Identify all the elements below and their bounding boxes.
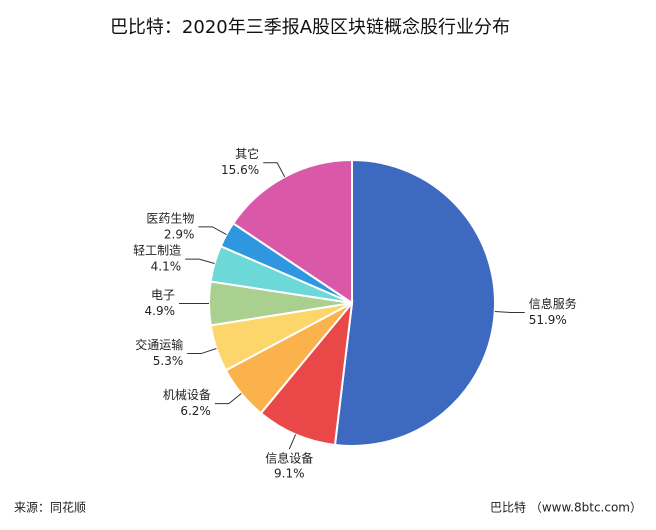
slice-label: 医药生物	[146, 211, 194, 225]
source-note: 来源：同花顺	[14, 500, 86, 515]
value-label: 51.9%	[529, 313, 567, 327]
slice-label: 轻工制造	[133, 244, 181, 258]
value-label: 2.9%	[164, 227, 195, 241]
value-label: 4.1%	[151, 260, 182, 274]
leader-line	[263, 162, 286, 178]
value-label: 6.2%	[180, 404, 211, 418]
leader-line	[185, 258, 215, 265]
pie-slice	[259, 299, 354, 447]
leader-line	[214, 393, 242, 405]
leader-line	[288, 434, 297, 450]
slice-label: 交通运输	[135, 337, 183, 352]
leader-line	[494, 311, 525, 313]
value-label: 4.9%	[145, 304, 176, 318]
chart-title: 巴比特：2020年三季报A股区块链概念股行业分布	[110, 16, 510, 38]
slice-label: 机械设备	[163, 387, 211, 402]
slice-label: 其它	[235, 146, 259, 161]
pie-slice	[333, 158, 496, 447]
slice-label: 信息设备	[265, 451, 313, 466]
value-label: 9.1%	[274, 467, 305, 481]
leader-line	[198, 226, 227, 235]
slice-label: 电子	[151, 288, 175, 302]
value-label: 15.6%	[221, 163, 259, 177]
value-label: 5.3%	[153, 354, 184, 368]
leader-line	[187, 347, 217, 355]
slice-label: 信息服务	[529, 296, 577, 311]
credit-note: 巴比特 （www.8btc.com）	[490, 500, 642, 515]
pie-slice	[231, 158, 353, 305]
